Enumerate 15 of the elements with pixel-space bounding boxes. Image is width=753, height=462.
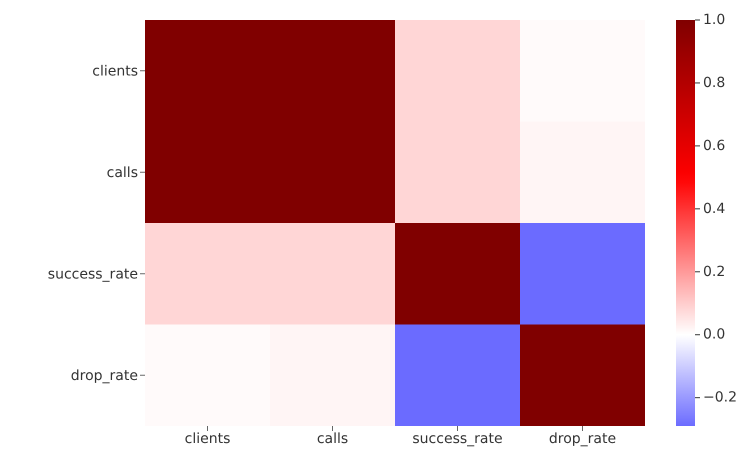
y-tick-label: calls [106,165,138,182]
color-bar-label: 0.0 [703,326,726,343]
x-tick-label: success_rate [412,430,503,447]
color-bar-label: 0.2 [703,264,726,280]
x-tick-label: calls [316,430,348,447]
color-bar-label: 0.4 [703,200,726,217]
x-tick-label: drop_rate [548,430,616,447]
y-tick-label: success_rate [48,266,138,283]
color-bar-label: −0.2 [703,390,737,406]
color-bar-label: 0.8 [703,74,726,91]
color-bar-label: 0.6 [703,138,726,154]
color-bar-label: 1.0 [703,12,726,28]
y-tick-label: drop_rate [70,368,138,384]
x-tick-label: clients [184,430,230,447]
y-tick-label: clients [92,64,138,80]
